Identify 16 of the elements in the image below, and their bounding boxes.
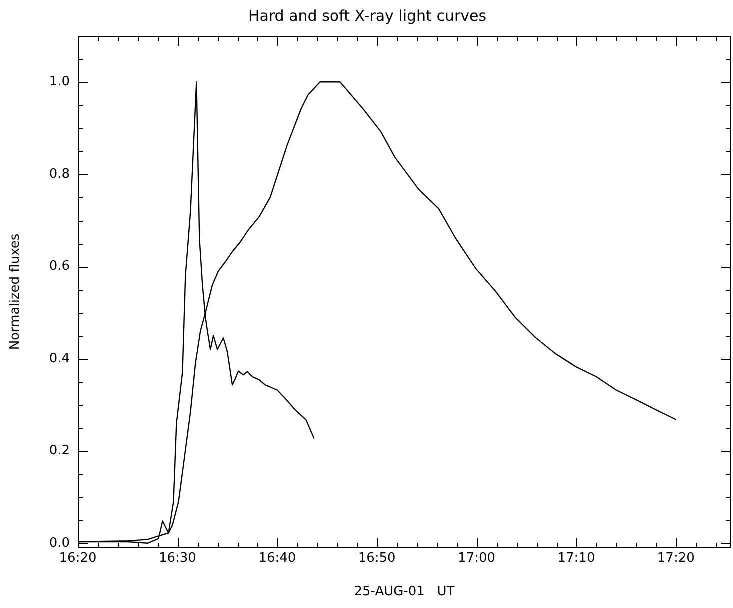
x-tick-label: 16:20 (59, 551, 97, 566)
x-tick-label: 17:20 (657, 551, 695, 566)
x-axis-title: 25-AUG-01 UT (354, 584, 455, 600)
chart-title: Hard and soft X-ray light curves (248, 6, 487, 25)
y-tick-label: 1.0 (49, 74, 70, 90)
x-tick-label: 16:50 (358, 551, 396, 566)
x-tick-label: 17:10 (558, 551, 596, 566)
y-tick-label: 0.8 (49, 166, 70, 182)
y-tick-label: 0.2 (49, 444, 70, 459)
y-tick-label: 0.4 (49, 351, 70, 366)
x-tick-label: 16:40 (258, 551, 296, 566)
x-tick-label: 17:00 (458, 551, 496, 566)
y-tick-label: 0.6 (49, 259, 70, 274)
y-tick-label: 0.0 (49, 536, 70, 551)
x-tick-label: 16:30 (158, 551, 196, 566)
y-axis-title: Normalized fluxes (8, 234, 24, 350)
